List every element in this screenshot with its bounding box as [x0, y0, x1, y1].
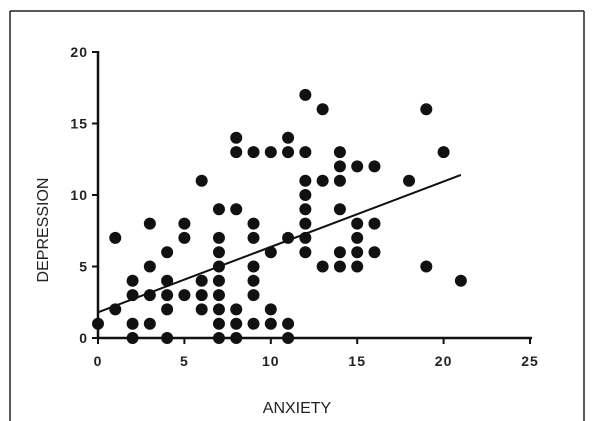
data-point [264, 246, 277, 259]
data-point [212, 203, 225, 216]
data-point [351, 231, 364, 244]
data-point [316, 174, 329, 187]
data-point [195, 174, 208, 187]
y-tick-label: 20 [70, 44, 88, 60]
data-points [92, 88, 467, 344]
data-point [143, 317, 156, 330]
x-tick-label: 10 [262, 353, 280, 369]
data-point [299, 203, 312, 216]
data-point [212, 303, 225, 316]
data-point [143, 217, 156, 230]
y-tick-label: 15 [70, 116, 88, 132]
data-point [126, 317, 139, 330]
data-point [92, 317, 104, 330]
data-point [403, 174, 416, 187]
regression-line [97, 174, 462, 314]
data-point [161, 303, 174, 316]
data-point [126, 332, 139, 344]
x-tick-label: 20 [435, 353, 453, 369]
data-point [333, 203, 346, 216]
data-point [368, 217, 381, 230]
data-point [212, 332, 225, 344]
data-point [282, 317, 295, 330]
data-point [143, 260, 156, 273]
data-point [230, 317, 243, 330]
tick-labels: 0 5 10 15 20 25 0 5 10 15 20 [70, 44, 539, 369]
x-tick-label: 0 [94, 353, 103, 369]
x-axis-title: ANXIETY [263, 400, 332, 417]
data-point [368, 246, 381, 259]
data-point [420, 260, 433, 273]
data-point [420, 103, 433, 116]
data-point [126, 274, 139, 287]
y-tick-label: 10 [70, 187, 88, 203]
data-point [230, 131, 243, 144]
data-point [247, 231, 260, 244]
data-point [282, 146, 295, 159]
data-point [109, 231, 122, 244]
data-point [178, 289, 191, 302]
data-point [161, 246, 174, 259]
data-point [212, 274, 225, 287]
data-point [230, 146, 243, 159]
data-point [264, 146, 277, 159]
data-point [333, 260, 346, 273]
data-point [333, 146, 346, 159]
data-point [351, 246, 364, 259]
y-tick-label: 0 [79, 330, 88, 346]
data-point [282, 332, 295, 344]
data-point [212, 289, 225, 302]
data-point [368, 160, 381, 173]
regression-line-group [97, 174, 462, 314]
data-point [247, 289, 260, 302]
data-point [316, 260, 329, 273]
y-axis-title: DEPRESSION [35, 178, 52, 283]
data-point [264, 303, 277, 316]
data-point [299, 246, 312, 259]
data-point [351, 160, 364, 173]
data-point [351, 217, 364, 230]
data-point [299, 146, 312, 159]
data-point [161, 332, 174, 344]
data-point [299, 189, 312, 201]
data-point [299, 88, 312, 101]
data-point [212, 231, 225, 244]
data-point [247, 274, 260, 287]
x-tick-label: 5 [180, 353, 189, 369]
data-point [299, 174, 312, 187]
y-tick-label: 5 [79, 259, 88, 275]
data-point [195, 289, 208, 302]
data-point [178, 217, 191, 230]
data-point [212, 246, 225, 259]
data-point [333, 246, 346, 259]
data-point [316, 103, 329, 116]
data-point [247, 217, 260, 230]
data-point [299, 217, 312, 230]
x-tick-label: 25 [521, 353, 539, 369]
data-point [247, 317, 260, 330]
data-point [230, 332, 243, 344]
data-point [212, 317, 225, 330]
data-point [178, 231, 191, 244]
data-point [437, 146, 450, 159]
axes [92, 51, 532, 344]
data-point [230, 203, 243, 216]
data-point [195, 303, 208, 316]
data-point [333, 160, 346, 173]
data-point [161, 274, 174, 287]
data-point [247, 260, 260, 273]
data-point [247, 146, 260, 159]
data-point [195, 274, 208, 287]
data-point [333, 174, 346, 187]
data-point [161, 289, 174, 302]
data-point [264, 317, 277, 330]
data-point [282, 131, 295, 144]
data-point [454, 274, 467, 287]
data-point [351, 260, 364, 273]
x-tick-label: 15 [348, 353, 366, 369]
data-point [230, 303, 243, 316]
